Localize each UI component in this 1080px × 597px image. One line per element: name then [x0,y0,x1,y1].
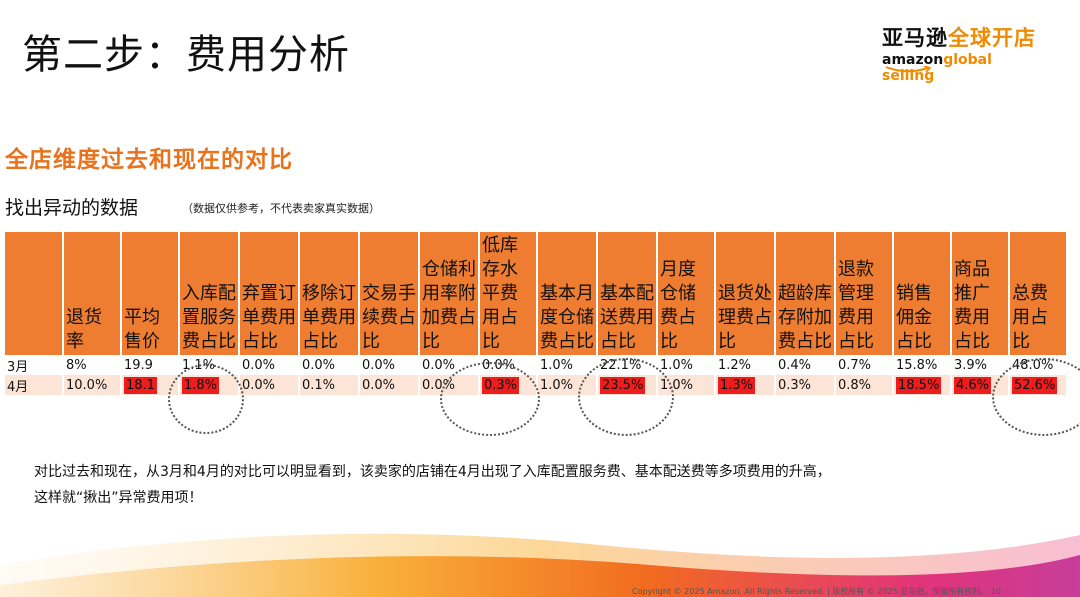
logo-cn-orange: 全球开店 [948,26,1036,50]
section-title: 全店维度过去和现在的对比 [5,147,293,173]
table-cell: 0.4% [775,355,836,375]
decorative-wave [0,533,1080,597]
table-cell: 8% [63,355,122,375]
sub-note: （数据仅供参考，不代表卖家真实数据） [182,202,380,215]
table-header-blank [5,232,64,355]
highlight-circle-total-fee [992,358,1080,436]
table-cell: 0.0% [239,375,300,395]
table-cell: 19.9 [121,355,180,375]
table-header-cell: 平均售价 [121,232,180,355]
table-header-cell: 基本月度仓储费占比 [537,232,598,355]
table-cell: 0.3% [775,375,836,395]
logo-cn-black: 亚马逊 [882,26,948,50]
table-header-row: 退货率 平均售价 入库配置服务费占比 弃置订单费用占比 移除订单费用占比 交易手续费占比仓… [5,232,1068,355]
table-cell: 10.0% [63,375,122,395]
table-header-cell: 基本配送费用占比 [597,232,658,355]
table-header-cell: 交易手续费占比 [359,232,420,355]
table-cell: 0.0% [359,375,420,395]
table-header-cell: 退货处理费占比 [715,232,776,355]
highlighted-value: 18.5% [896,376,942,394]
summary-line-2: 这样就“揪出”异常费用项！ [34,490,203,506]
row-label: 3月 [5,355,64,375]
logo-en-orange: global selling [882,52,992,84]
highlighted-value: 4.6% [954,376,992,394]
highlight-circle-inbound-fee [168,364,244,434]
row-label: 4月 [5,375,64,395]
highlighted-value: 1.3% [718,376,756,394]
logo-en-black: amazon [882,52,944,68]
table-header-cell: 低库存水平费用占比 [479,232,538,355]
sub-title: 找出异动的数据 [5,197,139,219]
table-header-cell: 月度仓储费占比 [657,232,716,355]
summary-line-1: 对比过去和现在，从3月和4月的对比可以明显看到，该卖家的店铺在4月出现了入库配置… [34,464,831,480]
table-cell: 0.8% [835,375,894,395]
table-header-cell: 入库配置服务费占比 [179,232,240,355]
summary-text: 对比过去和现在，从3月和4月的对比可以明显看到，该卖家的店铺在4月出现了入库配置… [34,459,831,511]
fee-comparison-table: 退货率 平均售价 入库配置服务费占比 弃置订单费用占比 移除订单费用占比 交易手续费占比仓… [5,232,1068,395]
table-cell: 0.1% [299,375,360,395]
table-header-cell: 总费用占比 [1009,232,1068,355]
table-cell: 0.0% [359,355,420,375]
slide-title: 第二步：费用分析 [22,32,350,78]
highlight-circle-low-inventory-fee [440,362,540,436]
table-header-cell: 移除订单费用占比 [299,232,360,355]
table-header-cell: 商品推广费用占比 [951,232,1010,355]
table-cell: 1.2% [715,355,776,375]
table-cell: 18.5% [893,375,952,395]
table-row: 3月 8% 19.9 1.1% 0.0% 0.0% 0.0% 0.0% 0.0% 1.0% 22.1… [5,355,1068,375]
table-cell: 1.3% [715,375,776,395]
table-header-cell: 退货率 [63,232,122,355]
table-cell: 0.0% [239,355,300,375]
table-header-cell: 弃置订单费用占比 [239,232,300,355]
table-header-cell: 仓储利用率附加费占比 [419,232,480,355]
table-header-cell: 退款管理费用占比 [835,232,894,355]
table-cell: 3.9% [951,355,1010,375]
amazon-global-selling-logo: 亚马逊全球开店 amazonglobal selling [882,22,1042,84]
highlight-circle-fulfillment-fee [578,358,674,436]
table-cell: 0.0% [299,355,360,375]
table-cell: 1.0% [657,355,716,375]
table-cell: 0.7% [835,355,894,375]
copyright-footer: Copyright © 2025 Amazon. All Rights Rese… [632,587,1002,596]
table-header-cell: 超龄库存附加费占比 [775,232,836,355]
highlighted-value: 18.1 [124,376,157,394]
table-cell: 15.8% [893,355,952,375]
table-header-cell: 销售佣金占比 [893,232,952,355]
amazon-smile-icon [885,66,932,73]
